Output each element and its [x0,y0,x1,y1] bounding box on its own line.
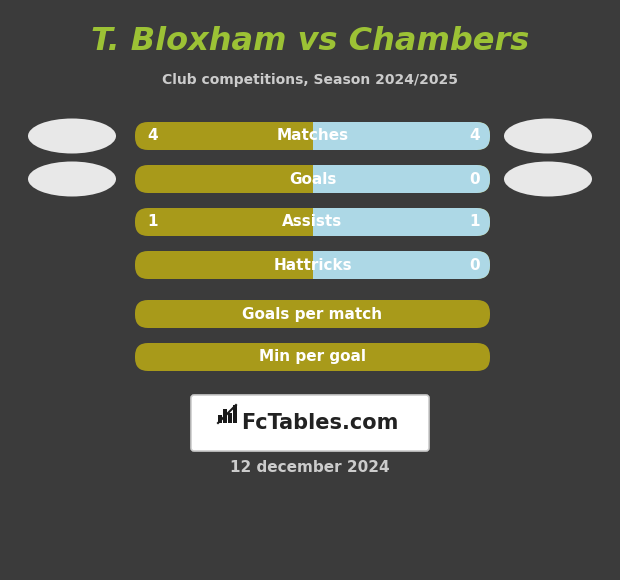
Bar [223,409,226,423]
Text: 1: 1 [469,215,480,230]
Text: Goals per match: Goals per match [242,306,383,321]
FancyBboxPatch shape [191,395,429,451]
FancyBboxPatch shape [135,165,490,193]
Bar [312,251,326,279]
FancyBboxPatch shape [135,208,490,236]
Bar [312,122,326,150]
FancyBboxPatch shape [135,343,490,371]
Bar [299,208,312,236]
Text: 1: 1 [147,215,157,230]
Bar [312,208,326,236]
Text: Hattricks: Hattricks [273,258,352,273]
FancyBboxPatch shape [312,208,490,236]
Text: Matches: Matches [277,129,348,143]
Text: FcTables.com: FcTables.com [241,413,399,433]
Text: 4: 4 [147,129,157,143]
FancyBboxPatch shape [312,122,490,150]
Bar [233,405,236,423]
Text: Assists: Assists [282,215,343,230]
Bar [299,165,312,193]
Bar [299,122,312,150]
Text: 4: 4 [469,129,480,143]
Text: Min per goal: Min per goal [259,350,366,364]
Bar [312,165,326,193]
FancyBboxPatch shape [312,165,490,193]
Text: Club competitions, Season 2024/2025: Club competitions, Season 2024/2025 [162,73,458,87]
FancyBboxPatch shape [312,251,490,279]
Text: 12 december 2024: 12 december 2024 [230,461,390,476]
Ellipse shape [504,161,592,197]
Bar [218,415,221,423]
Ellipse shape [504,118,592,154]
FancyBboxPatch shape [135,300,490,328]
Text: Goals: Goals [289,172,336,187]
Ellipse shape [28,118,116,154]
FancyBboxPatch shape [135,122,490,150]
Ellipse shape [28,161,116,197]
Text: T. Bloxham vs Chambers: T. Bloxham vs Chambers [91,27,529,57]
Bar [228,413,231,423]
FancyBboxPatch shape [135,251,490,279]
Text: 0: 0 [469,258,480,273]
Text: 0: 0 [469,172,480,187]
Bar [299,251,312,279]
